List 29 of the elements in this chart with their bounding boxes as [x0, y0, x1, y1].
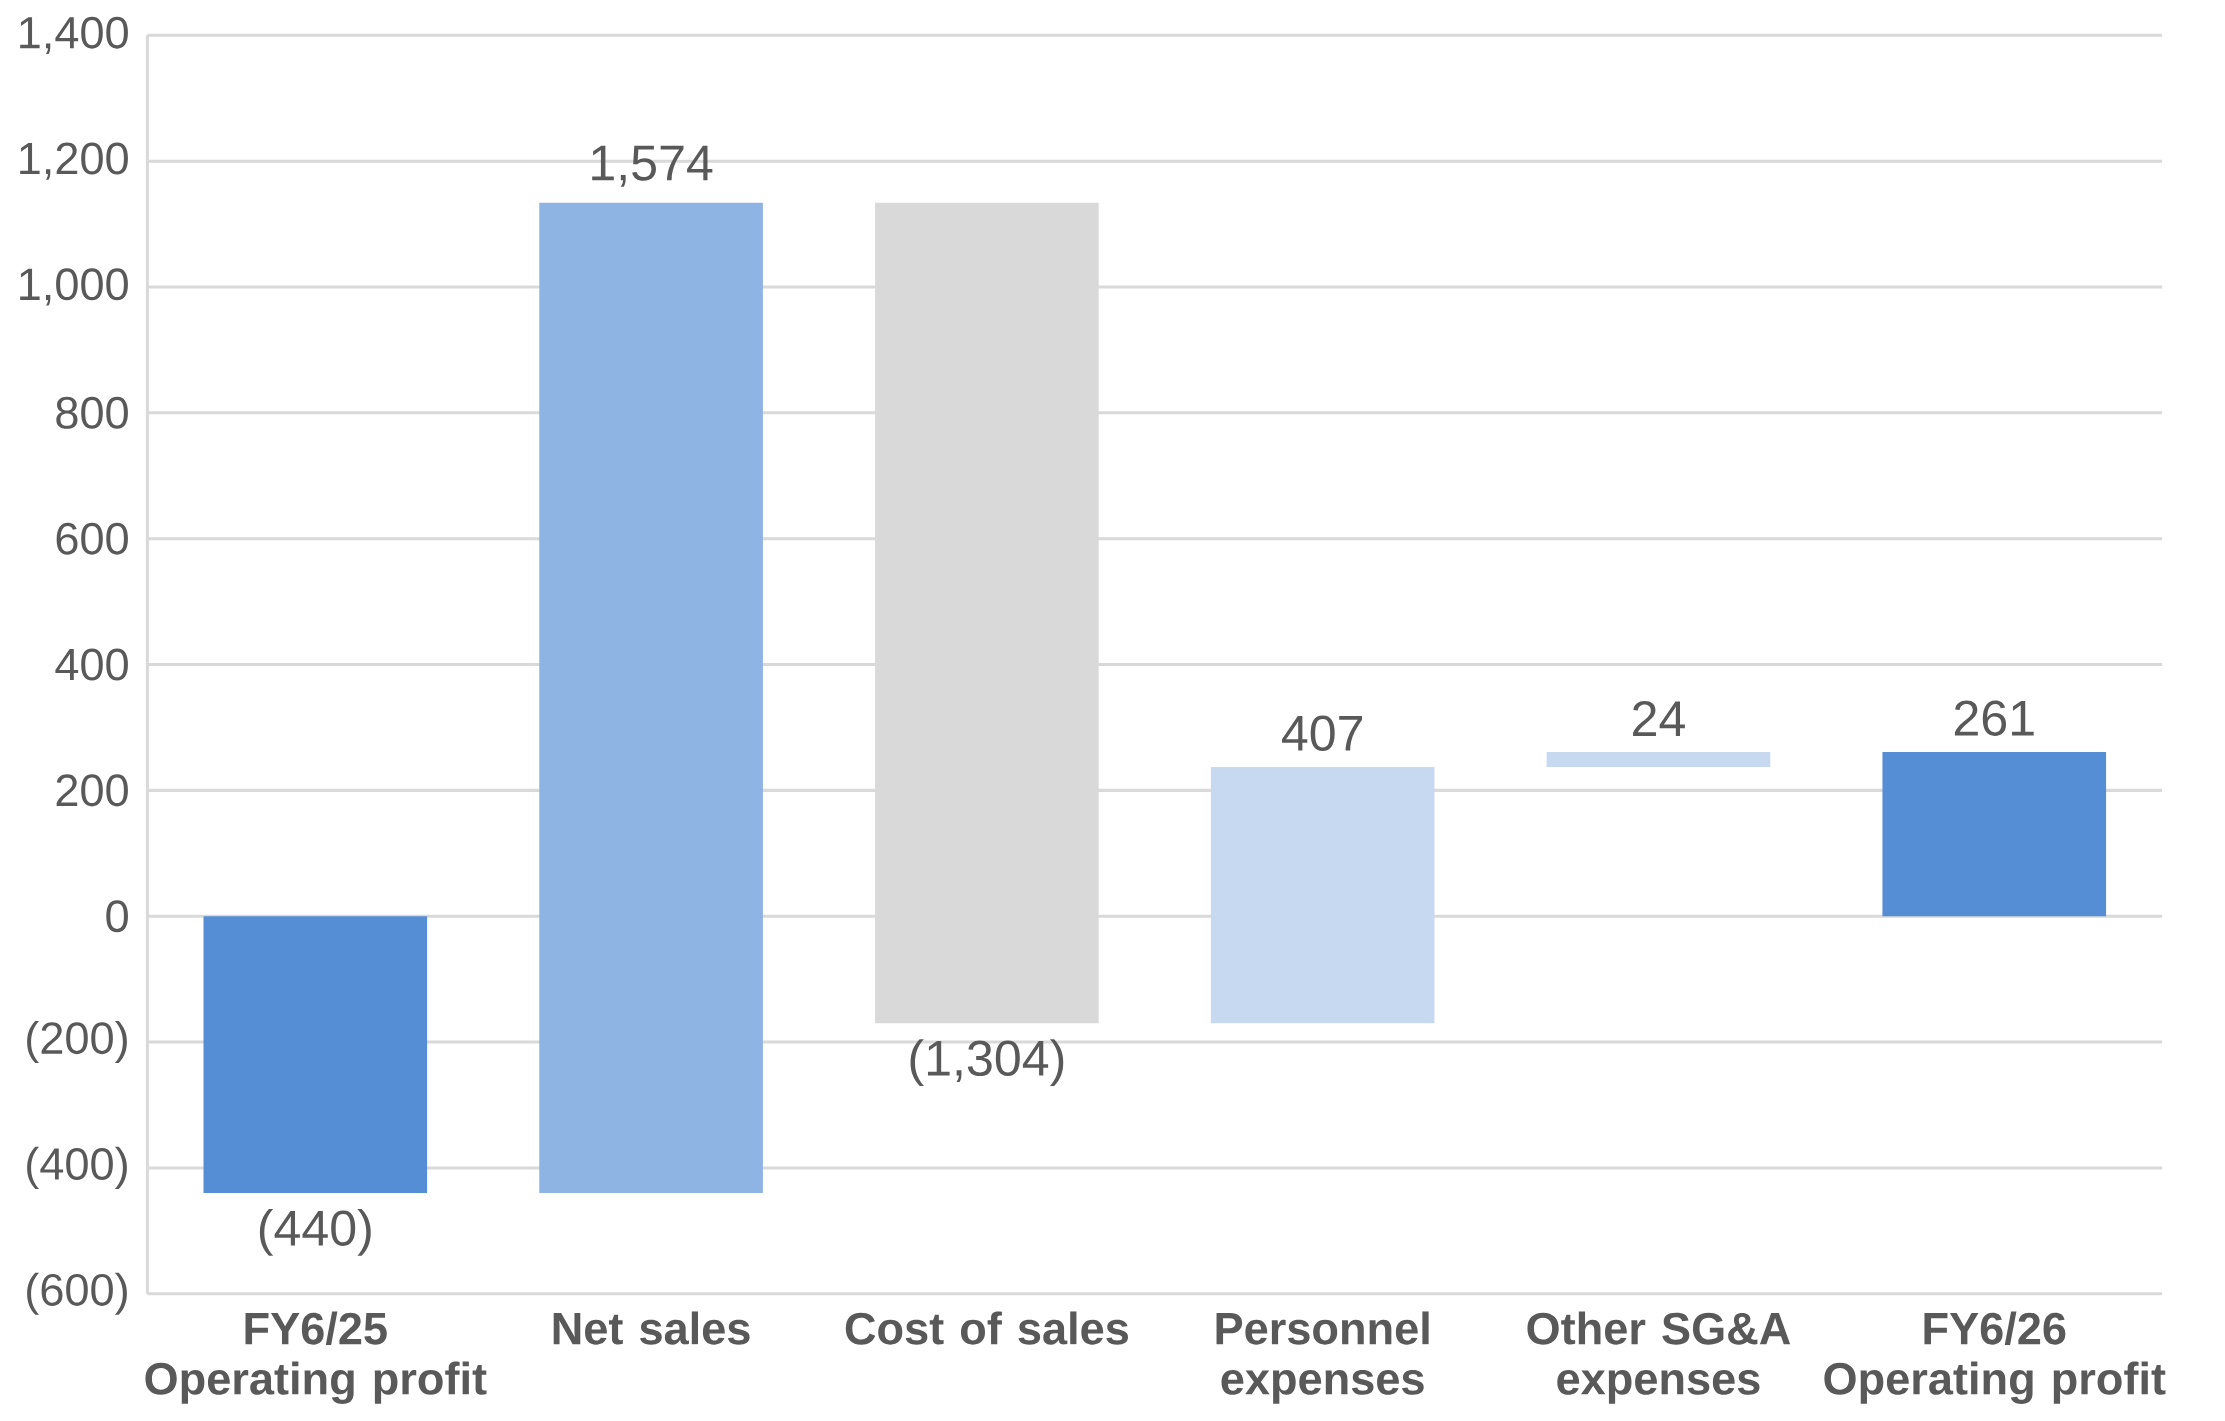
bar	[203, 916, 428, 1194]
y-tick-label: (400)	[27, 1147, 127, 1190]
bar	[1546, 752, 1771, 768]
data-label: (1,304)	[910, 1039, 1064, 1087]
y-tick-label: 600	[56, 522, 128, 555]
bar	[875, 202, 1099, 1024]
y-tick-label: 1,400	[20, 16, 128, 55]
data-label: 24	[1633, 701, 1685, 737]
data-label: 407	[1282, 715, 1363, 752]
x-tick-label: Personnel expenses	[1216, 1311, 1429, 1404]
y-tick-label: (600)	[27, 1272, 127, 1315]
y-tick-label: 1,200	[20, 142, 128, 180]
bar	[1882, 752, 2107, 917]
x-tick-label: Net sales	[553, 1311, 750, 1345]
x-tick-label: FY6/26 Operating profit	[1824, 1311, 2166, 1405]
y-tick-label: 1,000	[20, 268, 128, 306]
x-tick-label: Other SG&A expenses	[1527, 1311, 1791, 1404]
y-tick-label: 800	[56, 397, 128, 430]
x-tick-label: FY6/25 Operating profit	[145, 1311, 487, 1405]
y-tick-label: 400	[55, 648, 128, 681]
data-label: 261	[1954, 700, 2034, 737]
y-tick-label: 200	[56, 774, 128, 807]
x-tick-label: Cost of sales	[845, 1311, 1128, 1345]
bar	[539, 202, 763, 1194]
data-label: (440)	[259, 1209, 371, 1257]
y-tick-label: (200)	[27, 1021, 127, 1064]
bar	[1210, 767, 1435, 1024]
y-tick-label: 0	[106, 900, 128, 933]
data-label: 1,574	[592, 145, 713, 187]
